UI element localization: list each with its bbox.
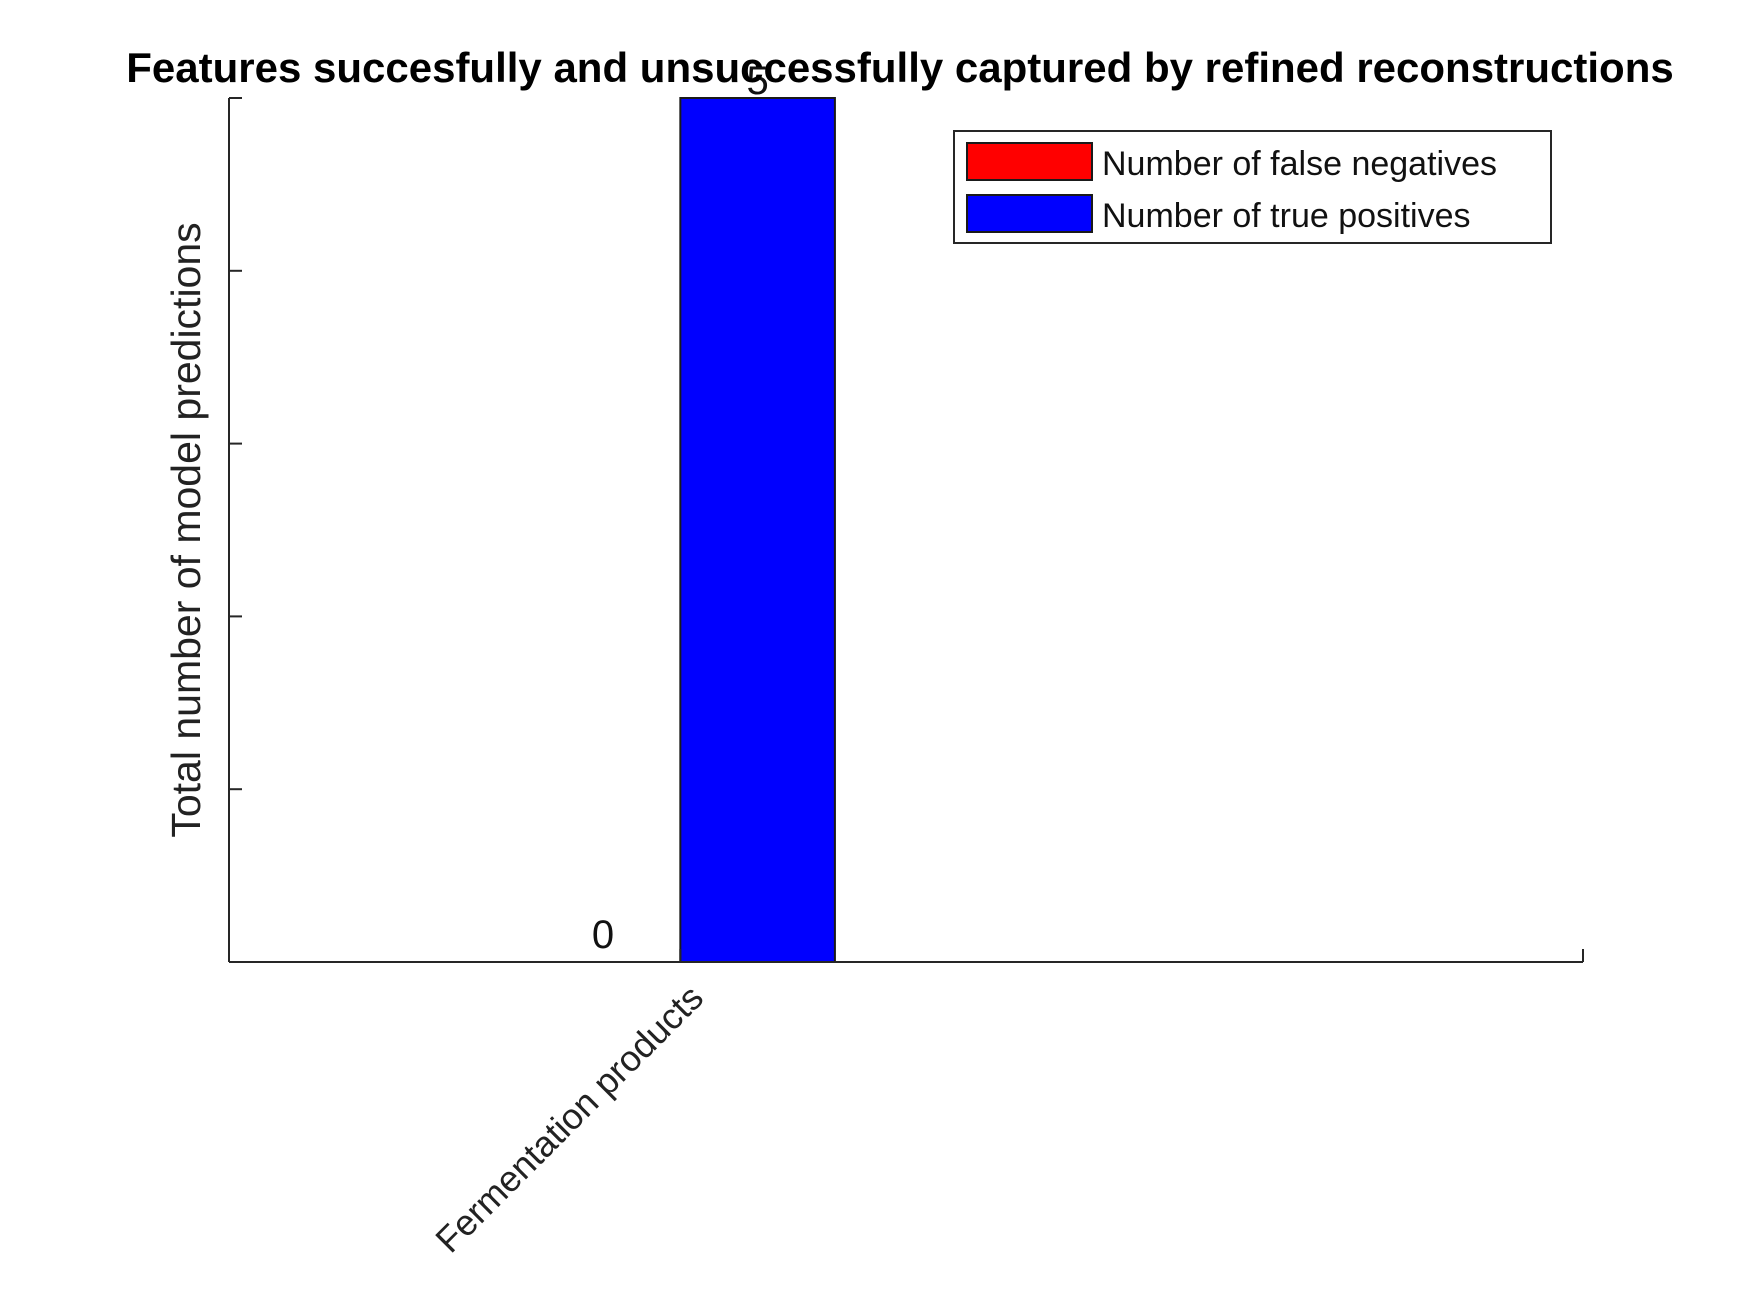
- y-ticks: [229, 97, 242, 963]
- bar-number-of-true-positives-0[interactable]: [679, 97, 836, 963]
- y-axis-label: Total number of model predictions: [163, 222, 209, 837]
- data-labels: 05: [592, 59, 769, 957]
- data-label-1-0: 5: [746, 59, 768, 103]
- x-ticks: [679, 949, 1584, 962]
- axes: [228, 97, 1584, 963]
- legend-swatch-true-positives: [966, 194, 1093, 233]
- legend-label-false-negatives: Number of false negatives: [1102, 145, 1497, 183]
- legend-swatch-false-negatives: [966, 142, 1093, 181]
- bars: [679, 97, 836, 963]
- legend[interactable]: Number of false negatives Number of true…: [953, 130, 1552, 244]
- legend-label-true-positives: Number of true positives: [1102, 197, 1471, 235]
- chart-title: Features succesfully and unsuccessfully …: [126, 44, 1673, 91]
- data-label-0-0: 0: [592, 913, 614, 957]
